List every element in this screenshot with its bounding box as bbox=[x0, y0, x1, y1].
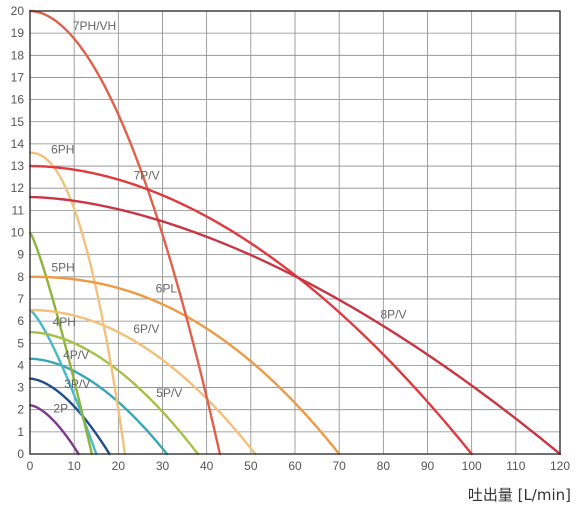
series-label: 6PL bbox=[156, 281, 178, 295]
x-tick-label: 10 bbox=[67, 459, 81, 473]
series-label: 5PH bbox=[51, 260, 74, 274]
y-tick-label: 18 bbox=[11, 48, 25, 62]
series-line-8p-v bbox=[28, 195, 562, 456]
series-line-5p-v bbox=[28, 330, 200, 456]
series-line-6ph bbox=[28, 151, 127, 456]
x-tick-label: 30 bbox=[156, 459, 170, 473]
y-tick-label: 10 bbox=[11, 226, 25, 240]
y-tick-label: 9 bbox=[17, 248, 24, 262]
label-layer: 2P 3P/V 4P/V 4PH 5PH 5P/V 6P/V 6PH 6PL 7PH/VH 7P/V… bbox=[51, 19, 406, 416]
axis-layer: 0 10 20 30 40 50 60 70 80 90 100 110 120012345678910… bbox=[11, 4, 571, 473]
y-tick-label: 13 bbox=[11, 159, 25, 173]
series-line-6pl bbox=[28, 275, 341, 456]
series-label: 7P/V bbox=[134, 169, 160, 183]
x-tick-label: 60 bbox=[288, 459, 302, 473]
series-label: 7PH/VH bbox=[73, 19, 116, 33]
y-tick-label: 5 bbox=[17, 336, 24, 350]
x-tick-label: 80 bbox=[377, 459, 391, 473]
grid-layer bbox=[29, 10, 561, 455]
y-tick-label: 16 bbox=[11, 93, 25, 107]
y-tick-label: 7 bbox=[17, 292, 24, 306]
x-tick-label: 50 bbox=[244, 459, 258, 473]
y-tick-label: 8 bbox=[17, 270, 24, 284]
x-tick-label: 70 bbox=[332, 459, 346, 473]
series-label: 5P/V bbox=[156, 386, 182, 400]
series-label: 3P/V bbox=[64, 377, 90, 391]
series-line-2p bbox=[28, 404, 80, 456]
x-tick-label: 20 bbox=[112, 459, 126, 473]
y-tick-label: 15 bbox=[11, 115, 25, 129]
plot-frame bbox=[29, 10, 561, 455]
y-tick-label: 14 bbox=[11, 137, 25, 151]
x-tick-label: 40 bbox=[200, 459, 214, 473]
x-tick-label: 90 bbox=[421, 459, 435, 473]
y-tick-label: 3 bbox=[17, 381, 24, 395]
y-tick-label: 19 bbox=[11, 26, 25, 40]
series-label: 2P bbox=[53, 402, 68, 416]
y-tick-label: 4 bbox=[17, 358, 24, 372]
series-line-6p-v bbox=[28, 308, 257, 456]
series-label: 6P/V bbox=[133, 322, 159, 336]
series-line-5ph bbox=[28, 231, 94, 456]
series-label: 4P/V bbox=[63, 348, 89, 362]
y-tick-label: 6 bbox=[17, 314, 24, 328]
x-tick-label: 100 bbox=[462, 459, 482, 473]
series-line-3p-v bbox=[28, 377, 111, 456]
y-tick-label: 11 bbox=[12, 203, 25, 217]
y-tick-label: 20 bbox=[11, 4, 25, 18]
y-tick-label: 12 bbox=[11, 181, 25, 195]
series-layer bbox=[28, 9, 562, 456]
x-tick-label: 110 bbox=[506, 459, 525, 473]
series-label: 8P/V bbox=[381, 308, 407, 322]
x-tick-label: 120 bbox=[550, 459, 570, 473]
y-tick-label: 17 bbox=[11, 70, 25, 84]
x-axis-title: 吐出量 [L/min] bbox=[468, 486, 571, 504]
y-tick-label: 1 bbox=[17, 425, 24, 439]
series-line-7ph-vh bbox=[28, 9, 222, 456]
series-label: 4PH bbox=[53, 315, 76, 329]
series-label: 6PH bbox=[51, 143, 74, 157]
y-tick-label: 0 bbox=[17, 447, 24, 461]
x-tick-label: 0 bbox=[27, 459, 34, 473]
series-line-7p-v bbox=[28, 164, 473, 456]
series-line-4p-v bbox=[28, 357, 169, 456]
y-tick-label: 2 bbox=[17, 403, 24, 417]
